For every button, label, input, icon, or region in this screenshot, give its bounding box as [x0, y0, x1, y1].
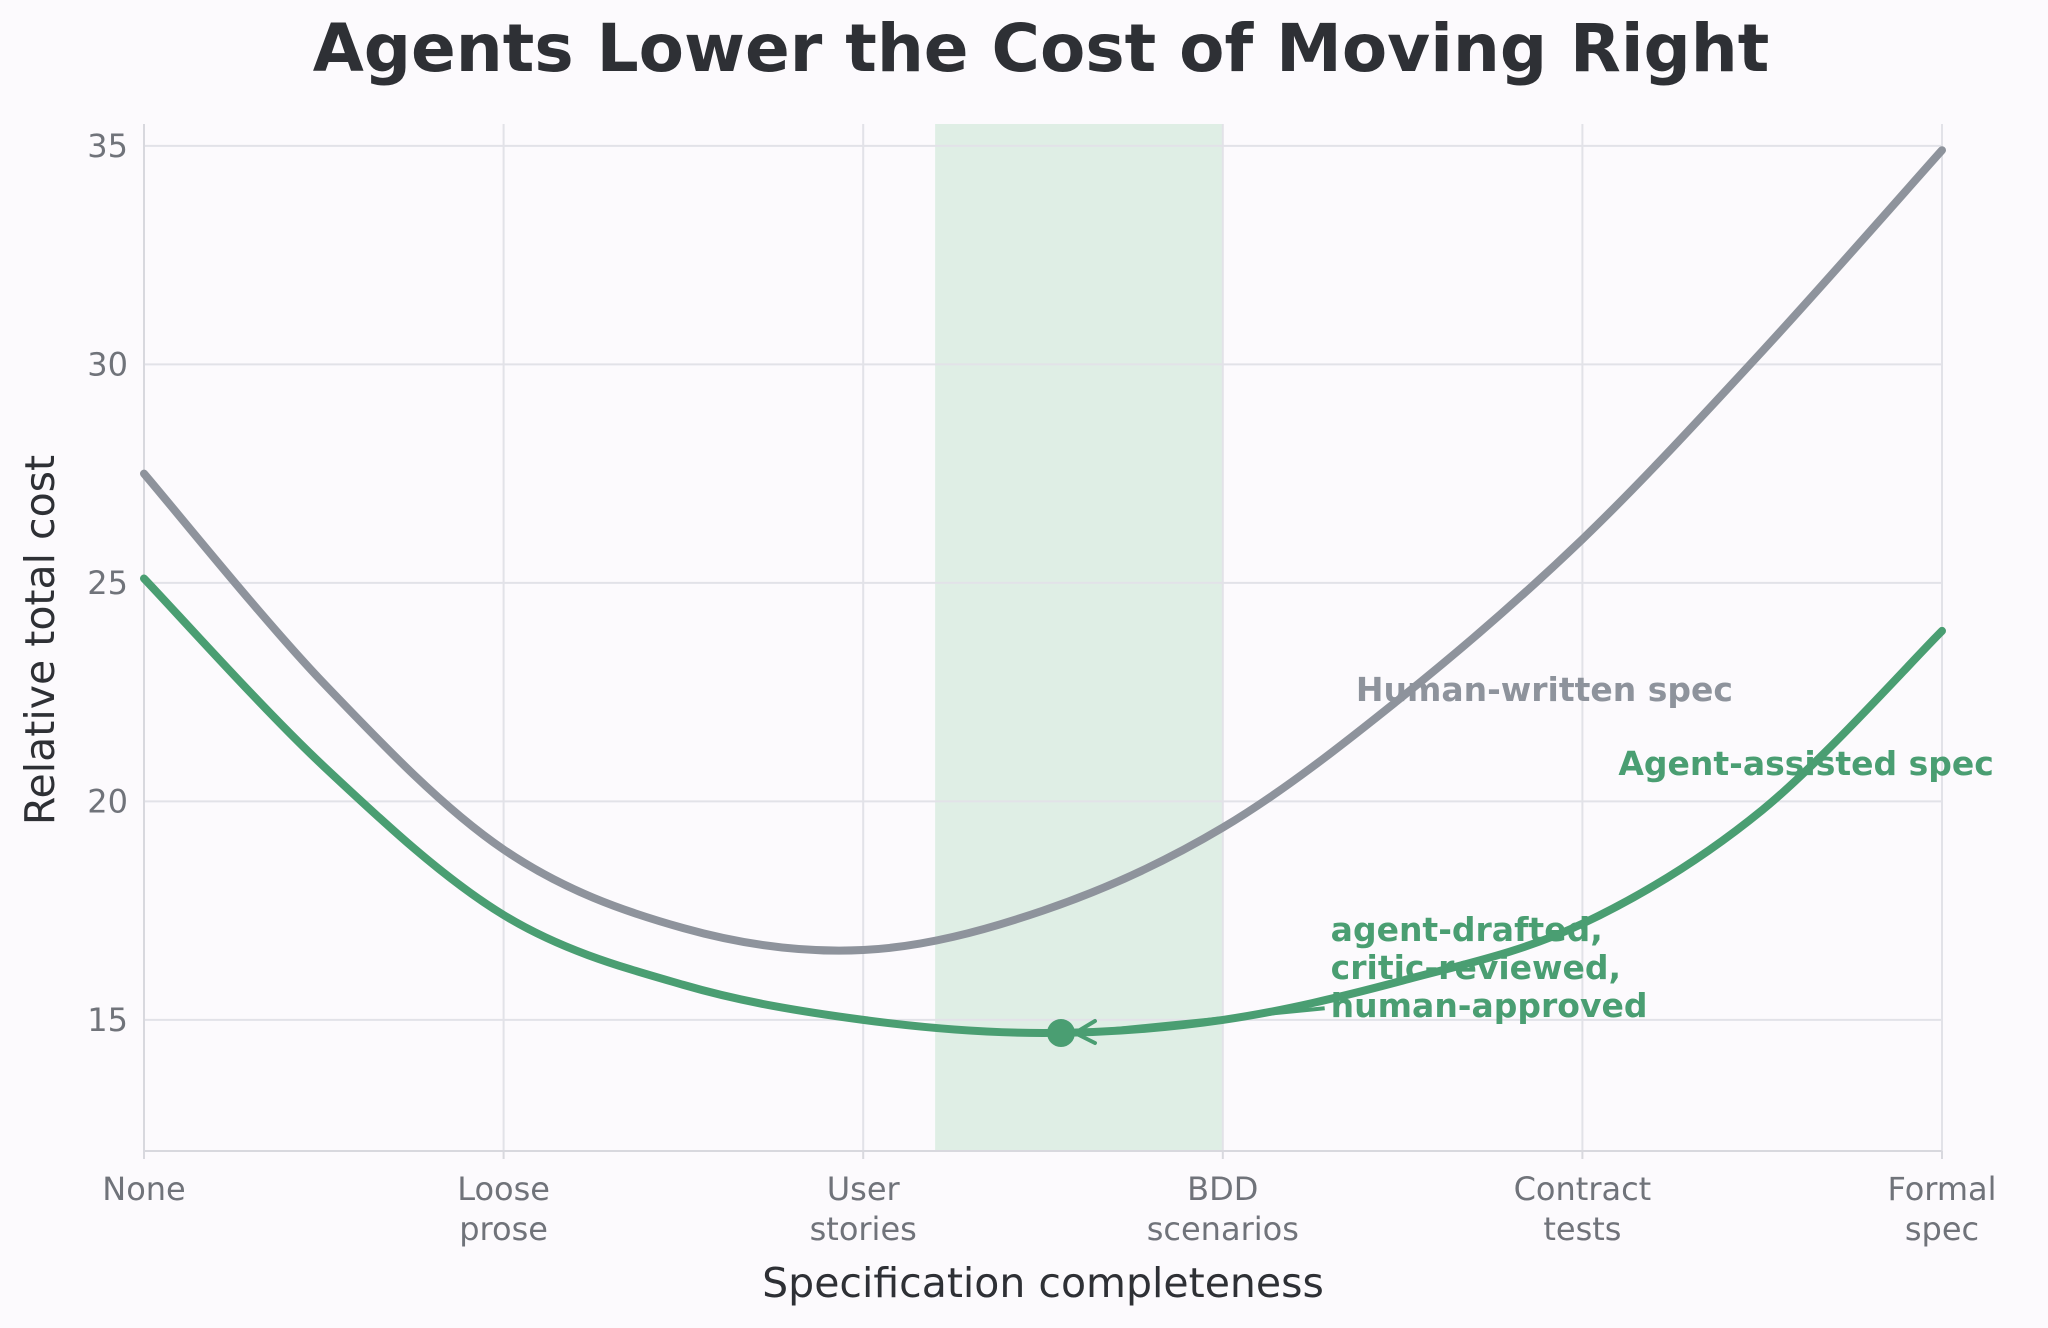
x-tick-label-line: scenarios — [1147, 1210, 1299, 1248]
x-tick-label-1: Loose prose — [457, 1170, 550, 1248]
y-axis-label: Relative total cost — [16, 455, 64, 825]
marker-label-line: human-approved — [1331, 986, 1648, 1025]
series-label-0: Human-written spec — [1356, 670, 1733, 709]
x-tick-label-5: Formal spec — [1887, 1170, 1996, 1248]
x-tick-label-4: Contract tests — [1514, 1170, 1652, 1248]
y-tick-label-15: 15 — [87, 1001, 128, 1039]
x-tick-label-line: Formal — [1887, 1170, 1996, 1208]
y-tick-label-25: 25 — [87, 564, 128, 602]
x-tick-label-line: stories — [810, 1210, 917, 1248]
x-tick-label-line: prose — [459, 1210, 548, 1248]
y-tick-label-35: 35 — [87, 127, 128, 165]
callout-arrow — [1074, 1006, 1325, 1035]
x-tick-label-0: None — [102, 1170, 185, 1208]
optimum-marker-label: agent-drafted, critic-reviewed, human-appr… — [1331, 910, 1648, 1025]
x-axis-label: Specification completeness — [762, 1259, 1324, 1307]
x-tick-label-line: Loose — [457, 1170, 550, 1208]
x-tick-label-line: tests — [1543, 1210, 1621, 1248]
y-tick-label-30: 30 — [87, 345, 128, 383]
annotation-layer: Human-written spec Agent-assisted spec age… — [1046, 670, 1994, 1048]
x-tick-label-line: None — [102, 1170, 185, 1208]
x-tick-label-line: User — [827, 1170, 901, 1208]
marker-label-line: agent-drafted, — [1331, 910, 1603, 949]
y-tick-label-20: 20 — [87, 782, 128, 820]
sweet-spot-band — [935, 124, 1223, 1151]
x-tick-label-2: User stories — [810, 1170, 917, 1248]
optimum-marker-point — [1046, 1019, 1075, 1048]
axis-layer: 15 20 25 30 35 None Loose prose User stories BDD sc… — [87, 124, 1997, 1248]
series-layer — [140, 146, 1946, 1037]
callout-arrowhead — [1072, 1019, 1097, 1045]
x-tick-label-line: Contract — [1514, 1170, 1652, 1208]
series-label-1: Agent-assisted spec — [1618, 744, 1994, 783]
x-tick-label-line: BDD — [1187, 1170, 1258, 1208]
marker-label-line: critic-reviewed, — [1331, 948, 1621, 987]
highlight-band-layer — [935, 124, 1223, 1151]
x-tick-label-3: BDD scenarios — [1147, 1170, 1299, 1248]
chart-title: Agents Lower the Cost of Moving Right — [313, 10, 1770, 87]
series-line-human-written-spec — [140, 146, 1946, 955]
x-tick-label-line: spec — [1905, 1210, 1979, 1248]
series-line-agent-assisted-spec — [140, 574, 1946, 1037]
